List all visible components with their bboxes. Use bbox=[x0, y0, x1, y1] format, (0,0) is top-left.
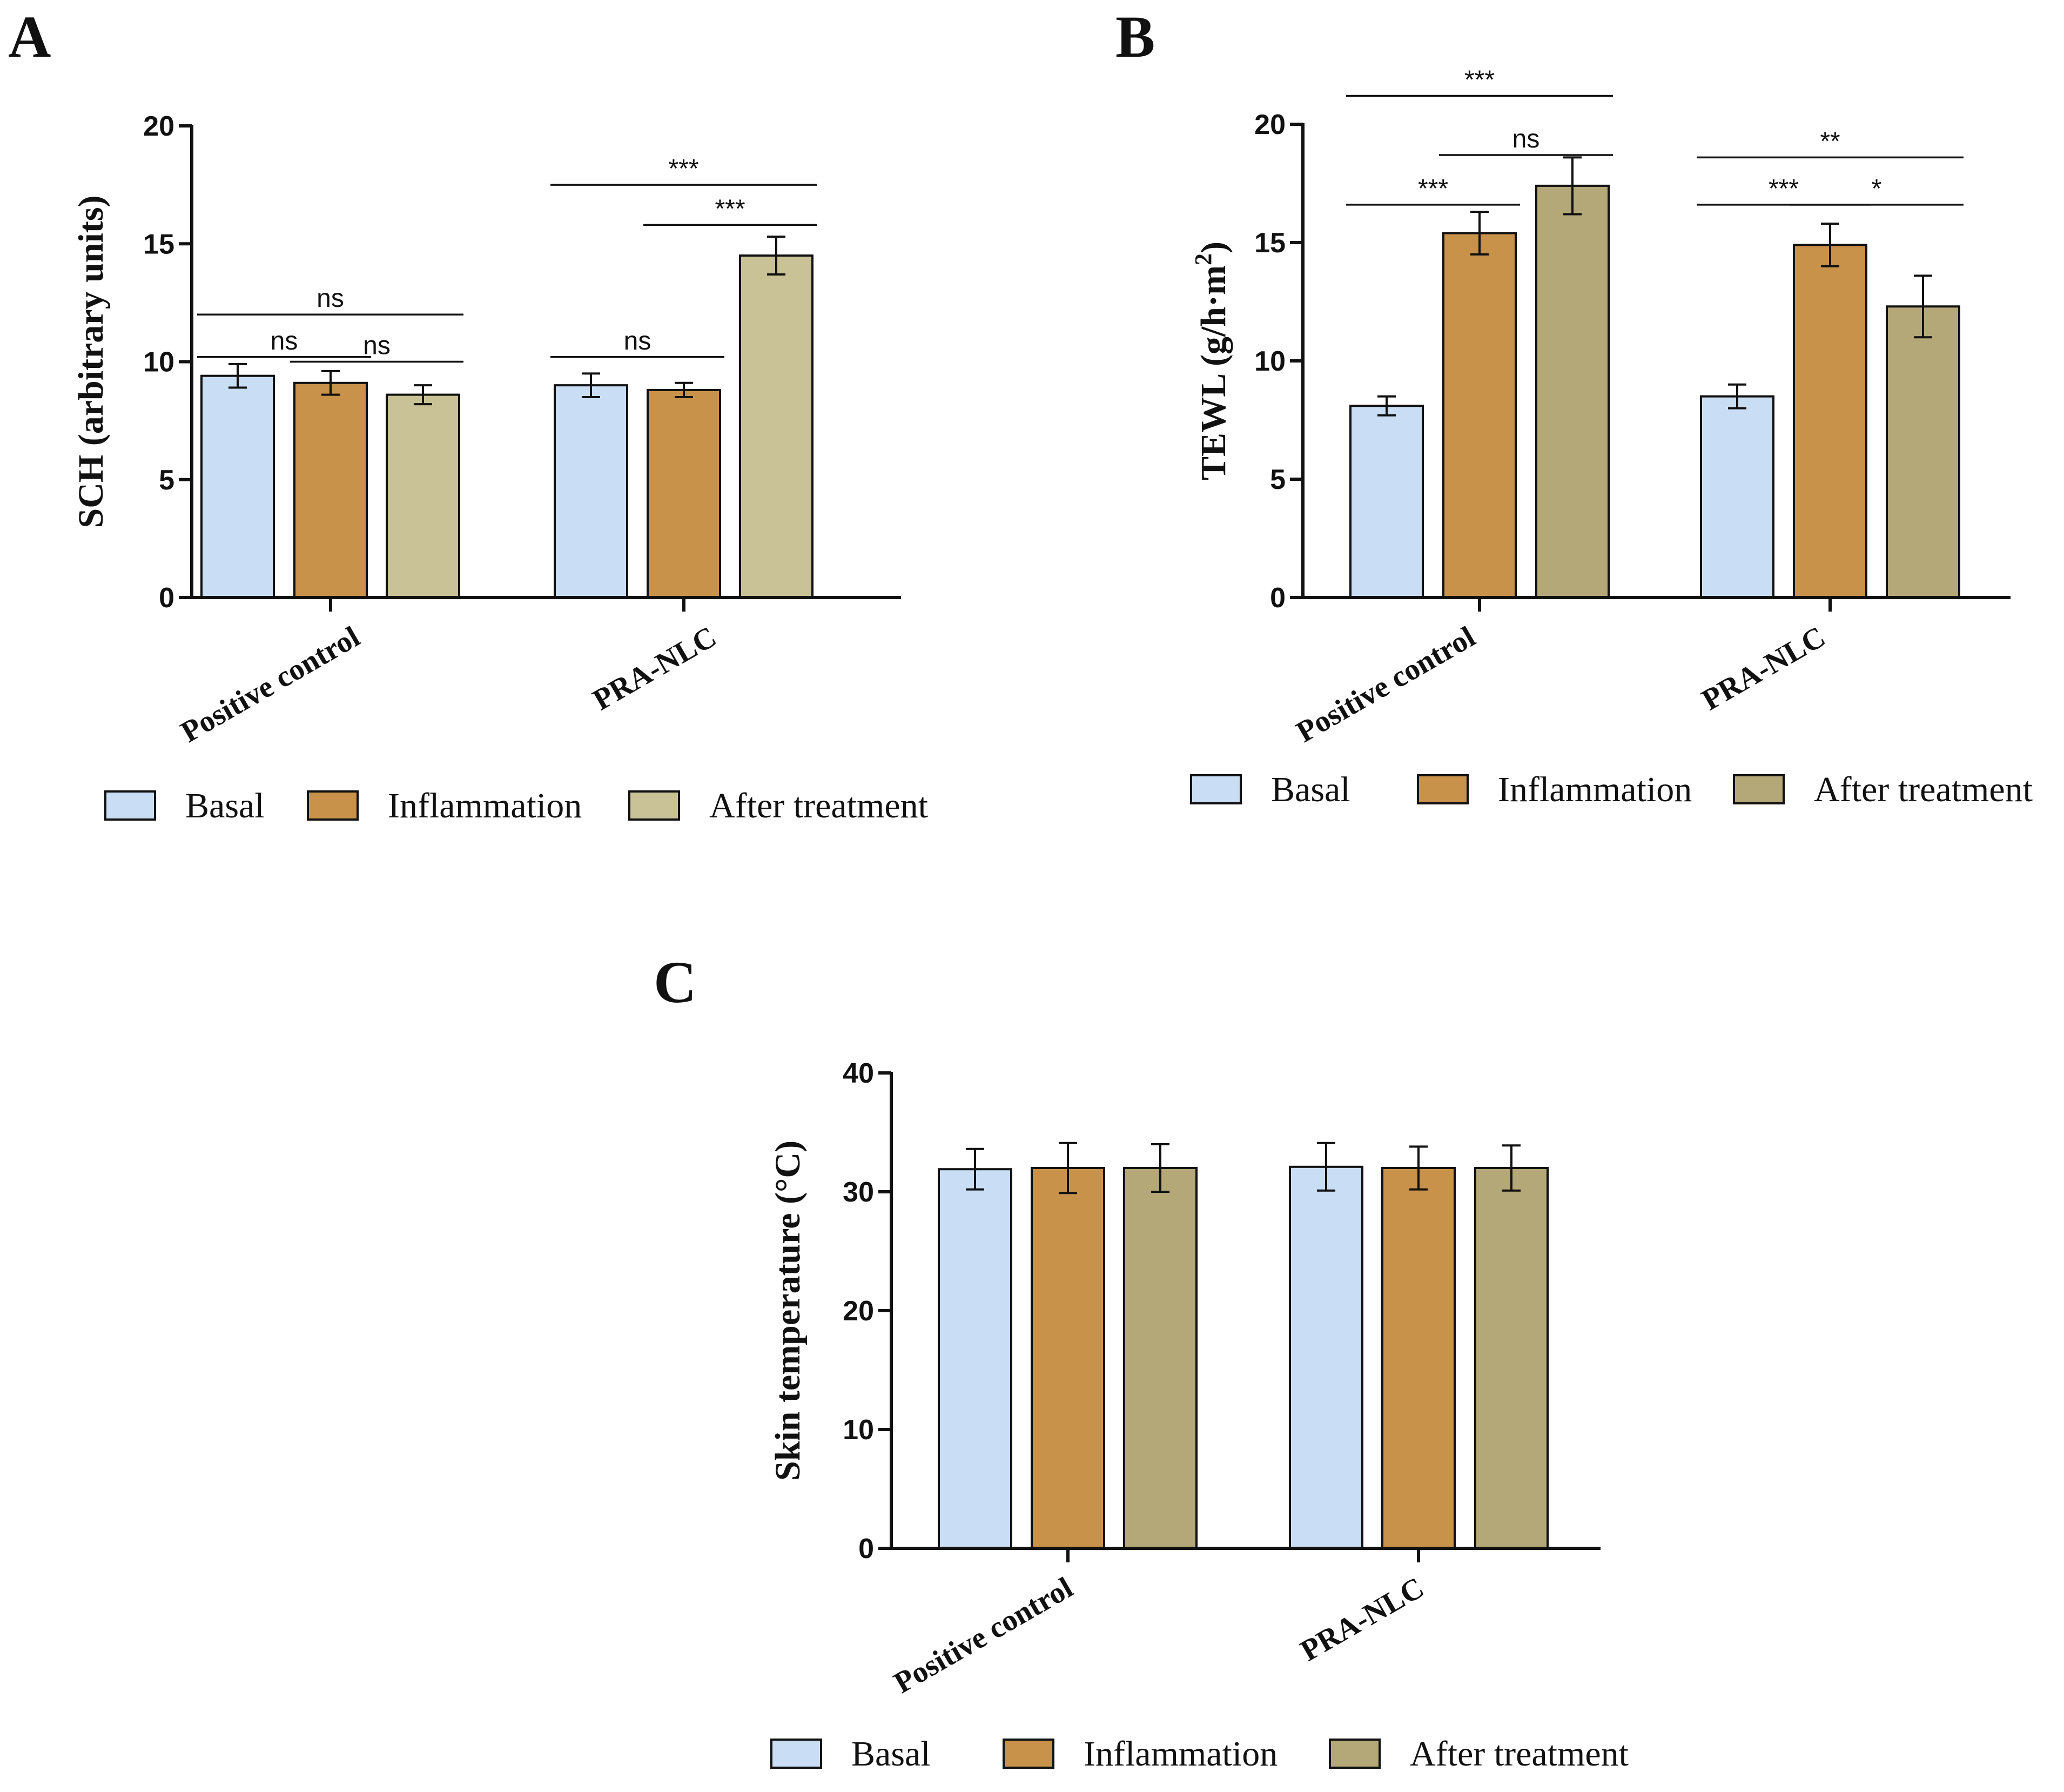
error-bar bbox=[321, 370, 340, 396]
bar-after-treatment bbox=[1886, 305, 1960, 599]
error-bar bbox=[1059, 1142, 1077, 1194]
bar-after-treatment bbox=[386, 393, 460, 599]
legend-swatch-inflammation bbox=[1003, 1739, 1054, 1769]
y-tick-label: 15 bbox=[143, 229, 174, 260]
y-axis-title-text: SCH (arbitrary units) bbox=[71, 196, 111, 528]
legend-label: Inflammation bbox=[1084, 1734, 1278, 1774]
bar-basal bbox=[200, 374, 275, 599]
bar-inflammation bbox=[1031, 1167, 1105, 1549]
bar-after-treatment bbox=[1123, 1167, 1198, 1549]
error-bar bbox=[414, 384, 432, 406]
significance-label: ns bbox=[317, 284, 344, 313]
bar-basal bbox=[1289, 1165, 1363, 1550]
error-bar bbox=[1914, 274, 1932, 339]
legend-swatch-basal bbox=[770, 1739, 822, 1769]
error-bar bbox=[1317, 1142, 1335, 1192]
y-tick-label: 30 bbox=[843, 1177, 874, 1208]
significance-label: *** bbox=[668, 155, 698, 183]
y-axis-title-end: ) bbox=[1194, 241, 1233, 253]
bar-basal bbox=[554, 384, 628, 599]
y-tick-label: 10 bbox=[843, 1414, 874, 1446]
significance-label: *** bbox=[1769, 174, 1799, 203]
bar-inflammation bbox=[1381, 1167, 1456, 1549]
y-axis-title-superscript: 2 bbox=[1190, 253, 1216, 265]
error-bar bbox=[1821, 222, 1839, 267]
y-tick-label: 10 bbox=[143, 347, 174, 378]
significance-label: *** bbox=[1418, 174, 1448, 203]
y-tick-label: 20 bbox=[143, 111, 174, 142]
bar-inflammation bbox=[647, 388, 721, 599]
error-bar bbox=[1563, 156, 1582, 216]
panel-letter: B bbox=[1115, 4, 1155, 70]
legend-swatch-basal bbox=[1190, 774, 1242, 804]
bar-basal bbox=[938, 1168, 1012, 1549]
significance-label: ns bbox=[624, 327, 651, 355]
legend-label: After treatment bbox=[709, 786, 928, 825]
y-tick-label: 0 bbox=[858, 1533, 874, 1565]
y-axis-title-text: Skin temperature (°C) bbox=[768, 1140, 808, 1481]
legend-swatch-inflammation bbox=[307, 790, 359, 821]
legend-swatch-after-treatment bbox=[628, 790, 680, 821]
y-tick-label: 15 bbox=[1254, 227, 1286, 259]
y-tick-label: 5 bbox=[159, 465, 174, 496]
legend-label: Basal bbox=[185, 786, 265, 825]
y-tick-label: 20 bbox=[843, 1296, 874, 1327]
legend-swatch-after-treatment bbox=[1733, 774, 1785, 804]
y-tick-label: 0 bbox=[159, 582, 174, 614]
significance-label: ns bbox=[271, 327, 298, 355]
bar-after-treatment bbox=[1474, 1167, 1549, 1549]
legend-label: Basal bbox=[851, 1734, 931, 1774]
legend-label: Basal bbox=[1271, 770, 1350, 809]
error-bar bbox=[1502, 1144, 1521, 1192]
legend-swatch-after-treatment bbox=[1329, 1739, 1381, 1769]
y-axis-title-text: TEWL (g/h·m bbox=[1194, 265, 1233, 480]
error-bar bbox=[966, 1147, 984, 1191]
y-tick-label: 5 bbox=[1270, 464, 1286, 495]
bar-basal bbox=[1349, 405, 1424, 599]
legend-label: Inflammation bbox=[1498, 770, 1692, 809]
significance-label: *** bbox=[715, 194, 745, 223]
error-bar bbox=[1470, 211, 1489, 256]
error-bar bbox=[582, 372, 600, 398]
bar-after-treatment bbox=[739, 254, 814, 599]
bar-basal bbox=[1700, 395, 1774, 599]
error-bar bbox=[1409, 1145, 1428, 1191]
error-bar bbox=[1728, 383, 1746, 410]
significance-label: ** bbox=[1820, 127, 1840, 156]
error-bar bbox=[1377, 395, 1396, 417]
y-tick-label: 20 bbox=[1254, 109, 1286, 140]
legend-swatch-basal bbox=[104, 790, 156, 821]
bar-inflammation bbox=[1793, 244, 1867, 599]
significance-label: * bbox=[1872, 174, 1882, 203]
y-axis-title: SCH (arbitrary units) bbox=[71, 196, 111, 528]
bar-after-treatment bbox=[1535, 184, 1610, 599]
legend-label: After treatment bbox=[1814, 770, 2033, 809]
y-axis-title: Skin temperature (°C) bbox=[768, 1140, 808, 1481]
legend-swatch-inflammation bbox=[1417, 774, 1469, 804]
significance-label: ns bbox=[1512, 125, 1540, 153]
y-tick-label: 0 bbox=[1270, 582, 1286, 614]
y-axis-title: TEWL (g/h·m2) bbox=[1190, 241, 1233, 480]
significance-label: ns bbox=[363, 332, 391, 360]
significance-label: *** bbox=[1464, 65, 1495, 94]
panel-letter: A bbox=[8, 4, 51, 70]
error-bar bbox=[675, 381, 693, 398]
panel-letter: C bbox=[654, 949, 696, 1015]
bar-inflammation bbox=[293, 381, 368, 599]
error-bar bbox=[228, 363, 247, 389]
y-tick-label: 40 bbox=[843, 1058, 874, 1089]
legend-label: Inflammation bbox=[388, 786, 582, 825]
error-bar bbox=[1151, 1143, 1169, 1193]
y-tick-label: 10 bbox=[1254, 346, 1286, 377]
bar-inflammation bbox=[1442, 232, 1517, 599]
legend-label: After treatment bbox=[1410, 1734, 1629, 1774]
error-bar bbox=[767, 236, 785, 276]
